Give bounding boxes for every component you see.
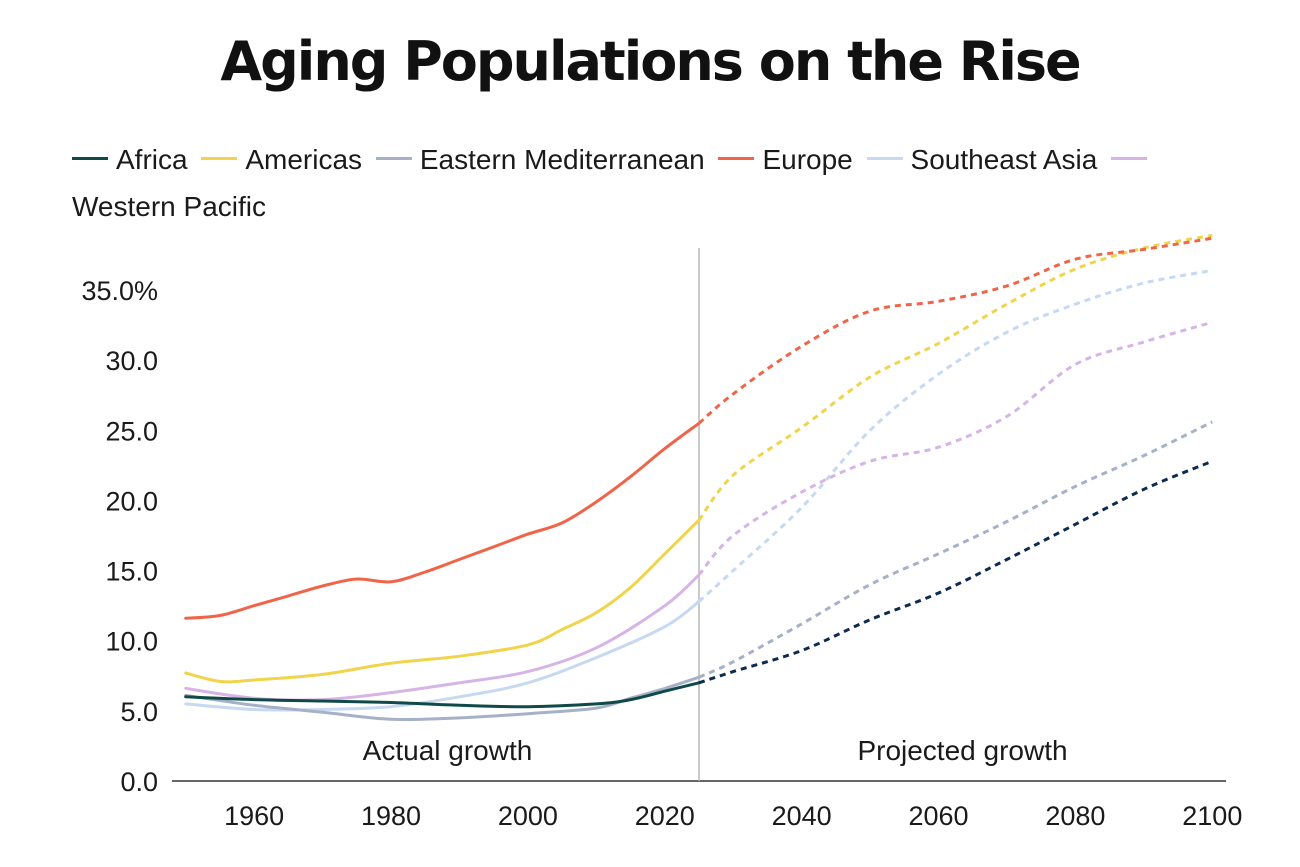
x-tick-label: 2000 [498, 801, 558, 831]
series-line-actual-southeast-asia [184, 600, 701, 712]
legend-swatch [72, 157, 108, 161]
y-tick-label: 20.0 [105, 486, 158, 516]
annotation-actual-growth: Actual growth [363, 735, 533, 766]
series-line-projected-africa [698, 459, 1213, 685]
y-tick-label: 10.0 [105, 627, 158, 657]
x-tick-label: 2060 [909, 801, 969, 831]
chart-title: Aging Populations on the Rise [220, 30, 1081, 93]
legend-item-southeast-asia: Southeast Asia [866, 144, 1098, 175]
x-axis-ticks: 1960 1980 2000 2020 2040 2060 2080 2100 [224, 801, 1242, 831]
x-tick-label: 1960 [224, 801, 284, 831]
legend-item-americas: Americas [201, 144, 362, 175]
legend-swatch [866, 157, 903, 161]
series-line-actual-americas [184, 518, 701, 684]
legend-label: Americas [245, 144, 363, 175]
legend-label: Eastern Mediterranean [419, 144, 705, 175]
legend-label: Europe [762, 144, 853, 175]
y-tick-label: 0.0 [120, 767, 158, 797]
y-tick-label: 30.0 [105, 346, 158, 376]
x-tick-label: 2040 [772, 801, 832, 831]
legend-label: Africa [116, 144, 188, 175]
legend-swatch [375, 157, 412, 161]
y-axis-ticks: 0.0 5.0 10.0 15.0 20.0 25.0 30.0 35.0% [81, 276, 158, 797]
x-tick-label: 1980 [361, 801, 421, 831]
legend-item-europe: Europe [718, 144, 853, 175]
series-line-actual-europe [184, 421, 701, 620]
series-line-projected-southeast-asia [697, 268, 1213, 603]
series-line-projected-americas [697, 233, 1213, 522]
annotation-projected-growth: Projected growth [857, 735, 1067, 766]
legend-label: Southeast Asia [910, 144, 1098, 175]
series-line-projected-eastern-mediterranean [698, 420, 1213, 679]
y-tick-label: 25.0 [105, 416, 158, 446]
series-line-actual-africa [184, 681, 701, 709]
x-tick-label: 2100 [1182, 801, 1242, 831]
legend-item-eastern-mediterranean: Eastern Mediterranean [375, 144, 705, 175]
legend-label: Western Pacific [72, 191, 266, 222]
x-tick-label: 2080 [1045, 801, 1105, 831]
legend-swatch [718, 157, 755, 161]
y-tick-label: 35.0% [81, 276, 158, 306]
series-line-actual-eastern-mediterranean [184, 675, 701, 722]
legend-item-western-pacific: Western Pacific [72, 144, 1155, 222]
y-tick-label: 15.0 [105, 557, 158, 587]
series-line-projected-europe [698, 236, 1213, 425]
legend: Africa Americas Eastern Mediterranean Eu… [72, 136, 1192, 230]
x-tick-label: 2020 [635, 801, 695, 831]
legend-item-africa: Africa [72, 144, 188, 175]
series-line-actual-western-pacific [184, 573, 701, 702]
legend-swatch [201, 157, 238, 161]
series-line-projected-western-pacific [697, 320, 1213, 576]
legend-swatch [1111, 157, 1148, 161]
series-lines [184, 233, 1213, 722]
y-tick-label: 5.0 [120, 697, 158, 727]
